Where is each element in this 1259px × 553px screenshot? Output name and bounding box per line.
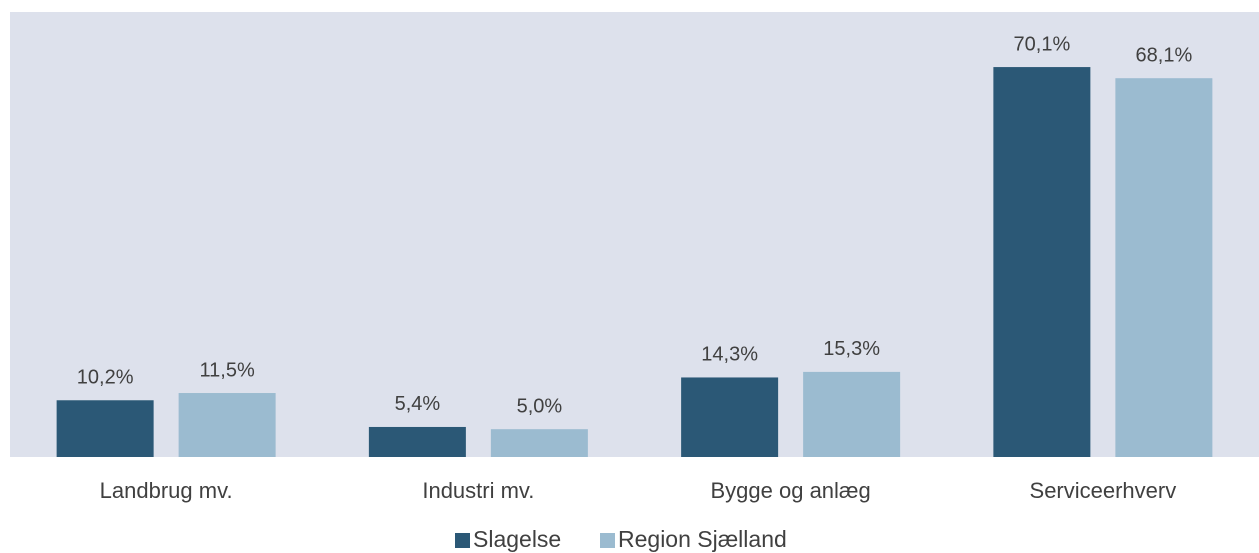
bar [803, 371, 901, 457]
x-tick-label: Landbrug mv. [100, 478, 233, 503]
bar [178, 393, 276, 457]
x-tick-label: Serviceerhverv [1030, 478, 1177, 503]
value-label: 15,3% [823, 338, 880, 360]
bar [56, 400, 154, 457]
value-label: 70,1% [1014, 33, 1071, 55]
value-label: 14,3% [701, 344, 758, 366]
value-label: 11,5% [200, 359, 255, 381]
value-label: 68,1% [1136, 44, 1193, 66]
legend-label: Region Sjælland [618, 526, 787, 552]
x-tick-label: Bygge og anlæg [711, 478, 871, 503]
value-label: 5,0% [517, 395, 563, 417]
bar [1115, 78, 1213, 457]
legend-label: Slagelse [473, 526, 561, 552]
bar [368, 426, 466, 457]
value-label: 5,4% [395, 393, 441, 415]
bar [490, 429, 588, 457]
bar [681, 377, 779, 457]
x-tick-label: Industri mv. [422, 478, 534, 503]
legend-swatch [600, 533, 615, 548]
value-label: 10,2% [77, 367, 134, 389]
bar [993, 67, 1091, 457]
legend-swatch [455, 533, 470, 548]
